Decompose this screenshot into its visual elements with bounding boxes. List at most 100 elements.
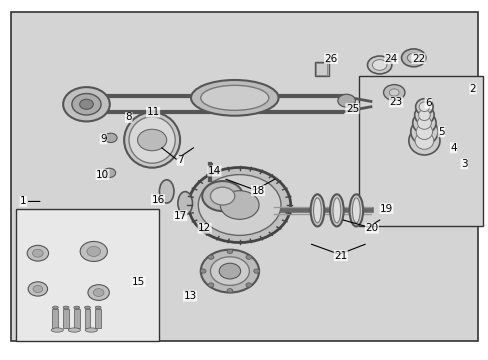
Ellipse shape [352, 198, 360, 223]
Circle shape [253, 269, 259, 273]
Bar [52, 309, 58, 328]
Text: 8: 8 [125, 112, 132, 122]
Ellipse shape [85, 328, 97, 332]
Text: 11: 11 [146, 107, 160, 117]
Text: 7: 7 [177, 156, 183, 165]
Text: 26: 26 [324, 54, 337, 64]
Ellipse shape [84, 306, 90, 309]
Ellipse shape [191, 80, 278, 116]
Bar [316, 63, 326, 75]
Ellipse shape [159, 180, 174, 203]
Text: 23: 23 [389, 97, 402, 107]
Text: 22: 22 [411, 54, 425, 64]
Ellipse shape [414, 132, 433, 149]
Text: 20: 20 [365, 223, 378, 233]
Circle shape [198, 175, 281, 235]
Bar [74, 309, 80, 328]
Ellipse shape [414, 106, 433, 124]
Circle shape [80, 99, 93, 109]
Circle shape [383, 85, 404, 100]
Text: 21: 21 [333, 251, 346, 261]
Ellipse shape [68, 328, 80, 332]
Ellipse shape [51, 328, 63, 332]
Ellipse shape [417, 116, 430, 129]
Circle shape [93, 289, 104, 296]
Circle shape [245, 255, 251, 259]
Circle shape [201, 249, 259, 293]
Ellipse shape [408, 126, 439, 155]
Bar [16, 208, 159, 341]
Circle shape [63, 87, 110, 121]
Circle shape [219, 263, 240, 279]
Ellipse shape [52, 306, 58, 309]
Circle shape [202, 181, 243, 211]
Text: 25: 25 [345, 104, 358, 113]
Text: 1: 1 [20, 197, 26, 206]
Text: 14: 14 [207, 166, 221, 176]
Text: 6: 6 [424, 98, 431, 108]
Circle shape [210, 187, 234, 205]
Ellipse shape [349, 194, 363, 226]
Circle shape [137, 129, 166, 151]
Ellipse shape [95, 306, 101, 309]
Ellipse shape [124, 112, 180, 168]
Circle shape [210, 257, 249, 285]
Ellipse shape [332, 198, 340, 223]
Circle shape [32, 249, 43, 257]
Ellipse shape [410, 119, 437, 145]
Ellipse shape [178, 192, 192, 215]
Ellipse shape [412, 112, 435, 134]
Circle shape [188, 167, 290, 243]
Text: 3: 3 [460, 159, 467, 169]
Circle shape [388, 89, 398, 96]
Text: 18: 18 [251, 186, 264, 196]
Text: 10: 10 [96, 170, 109, 180]
Text: 5: 5 [437, 127, 444, 137]
Ellipse shape [310, 194, 324, 226]
Circle shape [103, 168, 116, 177]
Text: 16: 16 [151, 195, 164, 204]
Circle shape [87, 247, 101, 256]
Ellipse shape [418, 102, 429, 112]
Circle shape [72, 94, 101, 115]
Text: 13: 13 [183, 291, 196, 301]
Circle shape [372, 60, 386, 70]
Bar [314, 62, 328, 76]
Bar [358, 76, 482, 226]
Circle shape [337, 94, 355, 107]
Text: 9: 9 [100, 134, 106, 144]
Text: 17: 17 [173, 211, 186, 221]
Ellipse shape [415, 99, 432, 115]
Ellipse shape [313, 198, 321, 223]
Circle shape [80, 242, 107, 261]
Ellipse shape [201, 85, 268, 111]
Text: 15: 15 [132, 277, 145, 287]
Bar [95, 309, 101, 328]
Ellipse shape [329, 194, 343, 226]
Text: 19: 19 [379, 203, 392, 213]
Circle shape [245, 283, 251, 287]
Circle shape [208, 255, 213, 259]
Bar [84, 309, 90, 328]
Circle shape [226, 249, 232, 253]
Circle shape [220, 191, 259, 219]
Circle shape [407, 53, 419, 63]
Text: 24: 24 [384, 54, 397, 64]
Circle shape [33, 285, 42, 293]
Circle shape [200, 269, 205, 273]
Text: 4: 4 [449, 143, 456, 153]
Circle shape [401, 49, 425, 67]
Ellipse shape [74, 306, 80, 309]
Text: 12: 12 [198, 223, 211, 233]
Text: 2: 2 [469, 84, 475, 94]
Ellipse shape [63, 306, 69, 309]
Circle shape [28, 282, 47, 296]
Circle shape [88, 285, 109, 300]
Circle shape [367, 56, 391, 74]
Ellipse shape [418, 109, 429, 121]
Ellipse shape [129, 117, 175, 163]
Circle shape [208, 283, 213, 287]
Bar [63, 309, 69, 328]
Circle shape [27, 246, 48, 261]
Ellipse shape [415, 124, 432, 139]
